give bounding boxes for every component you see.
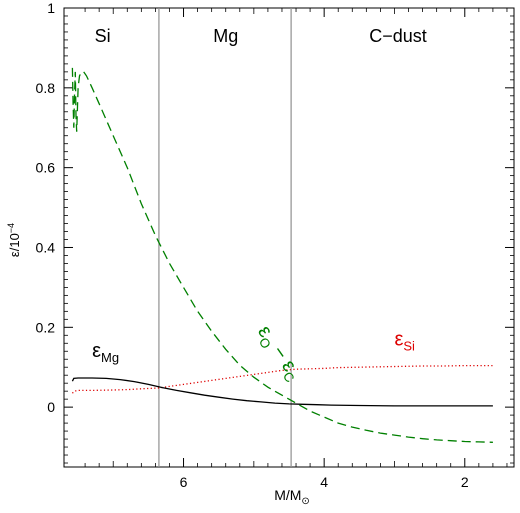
x-tick-label: 4 (320, 474, 328, 490)
x-tick-label: 6 (180, 474, 188, 490)
series-annotation: εO − εC (251, 322, 306, 386)
x-axis-label-sub: ⊙ (301, 496, 309, 507)
y-tick-label: 0.8 (36, 80, 56, 96)
y-tick-label: 0.6 (36, 160, 56, 176)
series-annotation: εSi (394, 328, 415, 353)
y-axis-label-sup: −4 (6, 223, 16, 233)
region-label: C−dust (369, 26, 427, 46)
series-annotation: εMg (92, 340, 119, 365)
region-labels: Si Mg C−dust (95, 26, 427, 46)
region-label: Si (95, 26, 111, 46)
series-annotations: εO − εC εSi εMg (92, 322, 415, 386)
y-tick-label: 1 (47, 0, 55, 16)
region-label: Mg (213, 26, 238, 46)
y-tick-label: 0.4 (36, 239, 56, 255)
axis-ticks (64, 7, 514, 467)
series-line (71, 377, 493, 407)
x-axis-label-main: M/M (274, 487, 301, 503)
y-axis-label-main: ε/10 (7, 233, 22, 257)
plot-frame (63, 7, 515, 468)
series-line (71, 67, 493, 443)
x-axis-label: M/M⊙ (274, 487, 310, 507)
series-lines (71, 67, 493, 443)
series-line (71, 364, 493, 394)
x-tick-label: 2 (461, 474, 469, 490)
tick-labels: 0 0.2 0.4 0.6 0.8 1 6 4 2 (36, 0, 469, 490)
region-dividers (158, 8, 292, 467)
y-tick-label: 0.2 (36, 319, 56, 335)
y-tick-label: 0 (47, 399, 55, 415)
y-axis-label: ε/10−4 (6, 223, 22, 257)
